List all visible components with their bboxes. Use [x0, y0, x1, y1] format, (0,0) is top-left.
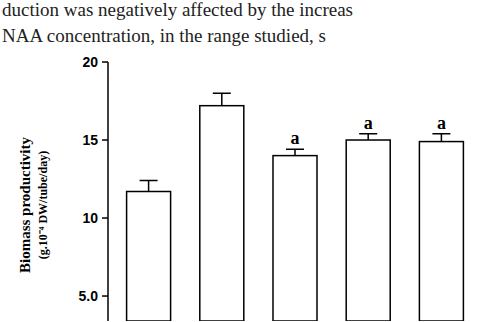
significance-letter: a	[437, 113, 446, 133]
y-tick-label: 5.0	[79, 288, 99, 304]
y-tick	[102, 295, 108, 297]
significance-letter: a	[364, 113, 373, 133]
bar	[273, 156, 317, 321]
error-bar	[286, 149, 304, 155]
y-tick	[102, 139, 108, 141]
y-tick	[102, 61, 108, 63]
y-axis-label: (g.10⁻⁴ DW/tube/day)	[36, 151, 50, 259]
bar	[127, 192, 171, 322]
significance-letter: a	[291, 128, 300, 148]
y-axis-label: Biomass productivity	[17, 137, 33, 273]
error-bar	[213, 93, 231, 105]
error-bar	[140, 181, 158, 192]
body-text: duction was negatively affected by the i…	[2, 0, 353, 20]
figure: duction was negatively affected by the i…	[0, 0, 478, 322]
error-bar	[432, 134, 450, 142]
error-bar	[359, 134, 377, 140]
y-tick	[102, 217, 108, 219]
bar	[200, 106, 244, 321]
y-tick-label: 10	[82, 210, 98, 226]
canvas: duction was negatively affected by the i…	[0, 0, 478, 322]
annotations: aaa	[291, 113, 446, 149]
body-text: NAA concentration, in the range studied,…	[2, 25, 326, 46]
bar	[346, 140, 390, 321]
bar	[419, 142, 463, 321]
bars	[127, 93, 464, 321]
y-axis	[107, 62, 109, 321]
y-tick-label: 20	[82, 54, 98, 70]
y-tick-label: 15	[82, 132, 98, 148]
